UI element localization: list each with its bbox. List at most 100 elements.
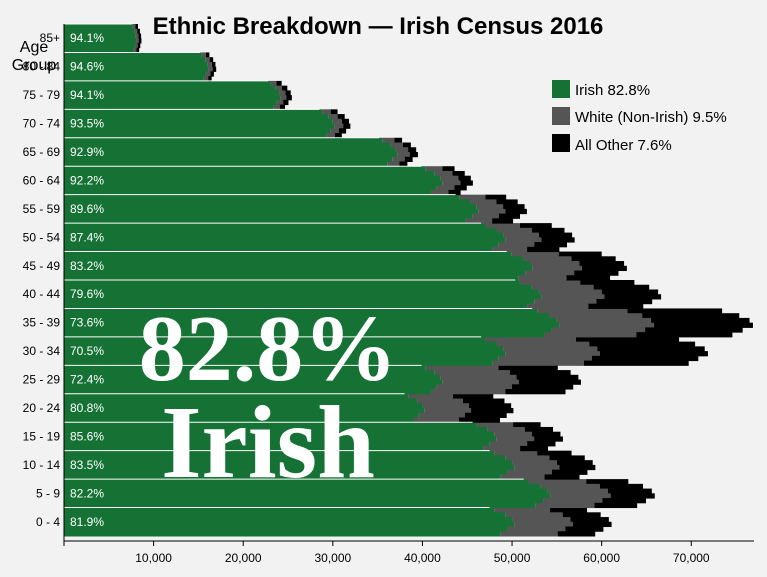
bar-irish-20-24	[64, 398, 418, 404]
y-axis-label-line2: Group	[12, 57, 57, 74]
bar-irish-65-69	[64, 147, 396, 153]
bar-white-non-irish-10-14	[494, 450, 538, 456]
bar-white-non-irish-60-64	[430, 189, 449, 196]
legend-swatch-all-other	[552, 134, 570, 152]
bar-irish-10-14	[64, 450, 495, 456]
bar-irish-35-39	[64, 317, 557, 324]
bar-white-non-irish-50-54	[498, 242, 535, 248]
bar-white-non-irish-80-84	[201, 52, 206, 58]
irish-share-label-20-24: 80.8%	[70, 401, 104, 415]
bar-white-non-irish-60-64	[425, 166, 443, 172]
bar-all-other-80-84	[210, 71, 214, 77]
bar-white-non-irish-30-34	[496, 341, 590, 347]
bar-irish-85	[64, 38, 137, 44]
bar-white-non-irish-45-49	[522, 256, 572, 262]
bar-all-other-45-49	[571, 256, 616, 262]
bar-all-other-15-19	[520, 445, 549, 452]
bar-all-other-0-4	[550, 507, 588, 513]
bar-white-non-irish-30-34	[503, 346, 598, 352]
bar-white-non-irish-40-44	[519, 280, 581, 286]
bar-irish-65-69	[64, 156, 393, 162]
bar-all-other-5-9	[602, 498, 646, 504]
bar-white-non-irish-60-64	[436, 185, 455, 191]
bar-all-other-10-14	[537, 450, 572, 456]
bar-irish-60-64	[64, 189, 431, 196]
irish-share-label-10-14: 83.5%	[70, 458, 104, 472]
bar-irish-65-69	[64, 142, 391, 148]
bar-all-other-35-39	[645, 327, 743, 333]
y-tick-label-70-74: 70 - 74	[23, 117, 61, 131]
bar-all-other-40-44	[588, 303, 644, 309]
bar-white-non-irish-80-84	[208, 66, 213, 72]
bar-irish-75-79	[64, 90, 280, 96]
bar-white-non-irish-65-69	[392, 156, 405, 162]
bar-white-non-irish-35-39	[544, 332, 637, 338]
bar-white-non-irish-15-19	[487, 426, 525, 433]
bar-irish-15-19	[64, 431, 495, 437]
bar-irish-0-4	[64, 512, 506, 518]
bar-irish-0-4	[64, 507, 495, 513]
x-tick-label: 60,000	[583, 551, 620, 565]
bar-all-other-35-39	[653, 322, 753, 328]
x-tick-label: 40,000	[404, 551, 441, 565]
bar-all-other-50-54	[531, 227, 565, 234]
bar-white-non-irish-0-4	[514, 521, 573, 528]
bar-all-other-40-44	[596, 298, 653, 305]
bar-irish-55-59	[64, 218, 466, 224]
bar-all-other-60-64	[452, 170, 465, 177]
irish-share-label-45-49: 83.2%	[70, 259, 104, 273]
bar-white-non-irish-70-74	[328, 114, 338, 120]
bar-white-non-irish-20-24	[424, 408, 472, 414]
bar-all-other-55-59	[503, 204, 525, 210]
bar-white-non-irish-65-69	[397, 152, 410, 158]
bar-white-non-irish-55-59	[459, 194, 486, 200]
bar-all-other-70-74	[341, 118, 349, 125]
chart-title: Ethnic Breakdown — Irish Census 2016	[153, 13, 604, 40]
big-annotation-percent: 82.8%	[139, 297, 398, 401]
bar-white-non-irish-0-4	[500, 531, 558, 537]
bar-all-other-80-84	[208, 76, 212, 82]
bar-irish-85	[64, 24, 133, 30]
bar-all-other-45-49	[566, 275, 611, 281]
bar-all-other-60-64	[458, 175, 471, 181]
bar-all-other-70-74	[343, 123, 351, 129]
bar-irish-75-79	[64, 80, 271, 87]
bar-all-other-10-14	[551, 469, 588, 475]
bar-irish-80-84	[64, 66, 209, 72]
bar-all-other-65-69	[399, 161, 408, 167]
bars-layer	[64, 24, 753, 537]
bar-all-other-30-34	[591, 355, 699, 362]
bar-all-other-20-24	[458, 417, 500, 423]
x-tick-label: 50,000	[494, 551, 531, 565]
bar-white-non-irish-80-84	[205, 71, 211, 77]
bar-irish-55-59	[64, 213, 473, 219]
irish-share-label-5-9: 82.2%	[70, 486, 104, 500]
irish-share-label-60-64: 92.2%	[70, 173, 104, 187]
bar-irish-65-69	[64, 161, 388, 167]
y-tick-label-25-29: 25 - 29	[23, 373, 61, 387]
bar-irish-35-39	[64, 332, 545, 338]
bar-white-non-irish-60-64	[440, 175, 459, 181]
bar-irish-5-9	[64, 483, 541, 490]
bar-all-other-25-29	[509, 370, 571, 376]
irish-share-label-70-74: 93.5%	[70, 117, 104, 131]
bar-irish-55-59	[64, 199, 471, 205]
bar-all-other-20-24	[471, 408, 514, 414]
bar-irish-65-69	[64, 152, 398, 158]
bar-white-non-irish-20-24	[422, 403, 470, 409]
bar-all-other-30-34	[583, 360, 689, 366]
bar-irish-45-49	[64, 265, 533, 272]
bar-irish-20-24	[64, 393, 409, 400]
bar-irish-15-19	[64, 441, 490, 447]
bar-white-non-irish-40-44	[527, 303, 589, 309]
bar-white-non-irish-75-79	[279, 90, 286, 96]
bar-all-other-75-79	[279, 104, 286, 110]
bar-white-non-irish-80-84	[207, 61, 212, 68]
bar-all-other-15-19	[513, 422, 541, 428]
bar-white-non-irish-15-19	[489, 441, 528, 447]
irish-share-label-30-34: 70.5%	[70, 344, 104, 358]
irish-share-label-25-29: 72.4%	[70, 373, 104, 387]
bar-all-other-80-84	[209, 57, 214, 63]
bar-white-non-irish-5-9	[535, 502, 595, 509]
bar-all-other-40-44	[593, 284, 650, 290]
